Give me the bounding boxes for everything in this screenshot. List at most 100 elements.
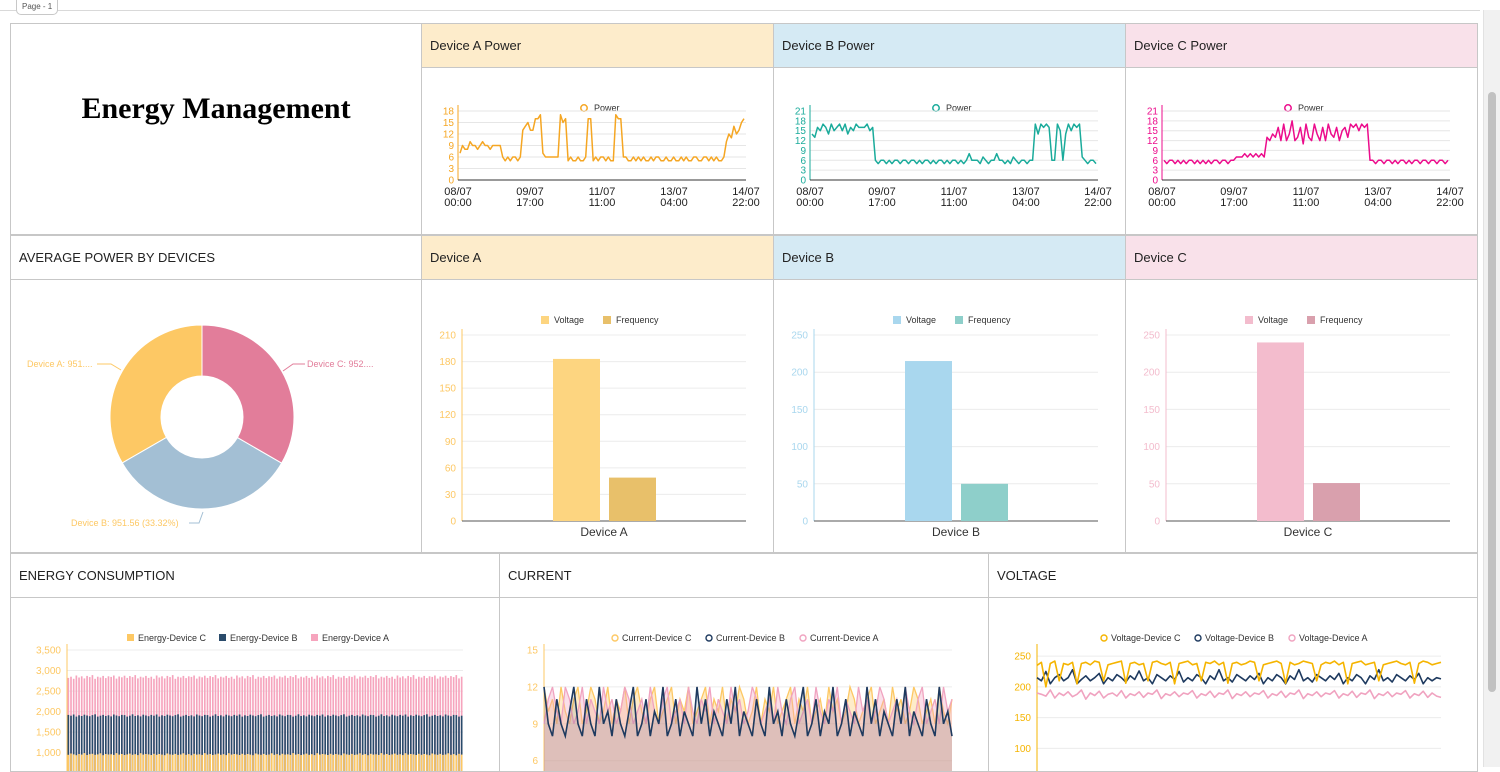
legend-swatch xyxy=(541,316,549,324)
x-tick-label: 11:00 xyxy=(589,197,616,209)
energy-bar xyxy=(381,753,383,772)
y-tick-label: 180 xyxy=(439,357,456,368)
x-tick-label: 17:00 xyxy=(1220,197,1248,209)
y-tick-label: 3 xyxy=(1152,166,1158,177)
legend-label: Frequency xyxy=(968,315,1011,325)
energy-bar xyxy=(244,755,246,772)
power-series-line xyxy=(1164,121,1448,164)
voltage-series-line xyxy=(1037,690,1441,699)
energy-bar xyxy=(303,754,305,772)
page-tab[interactable]: Page - 1 xyxy=(16,0,58,15)
energy-bar xyxy=(322,754,324,772)
energy-bar xyxy=(279,755,281,772)
energy-bar xyxy=(118,755,120,772)
x-tick-label: 11:00 xyxy=(941,197,968,209)
y-tick-label: 0 xyxy=(800,176,806,187)
device-a-power-header: Device A Power xyxy=(421,23,774,68)
header-label: ENERGY CONSUMPTION xyxy=(19,568,175,583)
energy-bar xyxy=(394,754,396,772)
device-a-power-chart[interactable]: Power036912151808/0700:0009/0717:0011/07… xyxy=(422,68,773,234)
energy-bar xyxy=(268,755,270,772)
y-tick-label: 0 xyxy=(448,176,454,187)
energy-bar xyxy=(298,754,300,772)
device-c-power-chart[interactable]: Power03691215182108/0700:0009/0717:0011/… xyxy=(1126,68,1477,234)
y-tick-label: 150 xyxy=(791,405,808,416)
energy-bar xyxy=(287,754,289,772)
energy-bar xyxy=(225,755,227,772)
y-tick-label: 0 xyxy=(802,517,808,528)
energy-bar xyxy=(247,754,249,772)
legend-swatch xyxy=(955,316,963,324)
x-tick-label: 17:00 xyxy=(516,197,544,209)
energy-bar xyxy=(110,754,112,772)
energy-bar xyxy=(215,754,217,772)
legend-label: Current-Device B xyxy=(716,633,785,643)
pie-leader-line xyxy=(283,364,305,371)
x-tick-label: 04:00 xyxy=(660,197,688,209)
x-tick-label: 17:00 xyxy=(868,197,896,209)
energy-bar xyxy=(362,755,364,772)
energy-bar xyxy=(148,754,150,772)
x-tick-label: 04:00 xyxy=(1364,197,1392,209)
energy-bar xyxy=(365,754,367,772)
energy-bar xyxy=(124,755,126,772)
energy-bar xyxy=(231,755,233,772)
energy-bar xyxy=(399,754,401,772)
header-label: AVERAGE POWER BY DEVICES xyxy=(19,250,215,265)
y-tick-label: 12 xyxy=(1147,136,1159,147)
legend-label: Energy-Device A xyxy=(322,633,389,643)
legend-label: Voltage xyxy=(554,315,584,325)
energy-bar xyxy=(455,755,457,772)
y-tick-label: 9 xyxy=(1152,146,1158,157)
energy-bar xyxy=(199,754,201,772)
energy-bar xyxy=(201,755,203,772)
y-tick-label: 100 xyxy=(791,442,808,453)
energy-bar xyxy=(431,754,433,772)
energy-bar xyxy=(129,754,131,772)
energy-bar xyxy=(450,755,452,772)
energy-bar xyxy=(405,753,407,772)
energy-bar xyxy=(276,754,278,772)
energy-bar xyxy=(137,755,139,772)
energy-bar xyxy=(378,755,380,772)
legend-label: Frequency xyxy=(1320,315,1363,325)
energy-bar xyxy=(161,755,163,772)
legend-label: Voltage-Device C xyxy=(1111,633,1181,643)
energy-bar xyxy=(257,754,259,772)
device-a-header: Device A xyxy=(421,235,774,280)
voltage-header: VOLTAGE xyxy=(988,553,1478,598)
header-label: Device A xyxy=(430,250,481,265)
average-power-donut-chart[interactable]: Device A: 951....Device B: 951.56 (33.32… xyxy=(11,280,421,552)
y-tick-label: 50 xyxy=(1149,479,1161,490)
y-tick-label: 21 xyxy=(1147,107,1159,118)
energy-bar xyxy=(370,754,372,772)
y-tick-label: 15 xyxy=(795,126,807,137)
energy-bar xyxy=(263,754,265,772)
legend-swatch xyxy=(219,634,226,641)
energy-bar xyxy=(418,754,420,772)
energy-bar xyxy=(102,755,104,772)
energy-bar xyxy=(429,755,431,772)
energy-bar xyxy=(383,755,385,772)
scrollbar-thumb[interactable] xyxy=(1488,92,1496,692)
pie-label: Device B: 951.56 (33.32%) xyxy=(71,518,179,528)
vertical-scrollbar[interactable] xyxy=(1483,10,1500,767)
energy-bar xyxy=(86,755,88,772)
y-tick-label: 12 xyxy=(443,130,455,141)
energy-bar xyxy=(204,753,206,772)
energy-bar xyxy=(255,754,257,772)
device-b-power-chart[interactable]: Power03691215182108/0700:0009/0717:0011/… xyxy=(774,68,1125,234)
energy-bar xyxy=(292,753,294,772)
x-tick-label: 11:00 xyxy=(1293,197,1320,209)
energy-bar xyxy=(158,754,160,772)
legend-marker xyxy=(933,105,939,111)
